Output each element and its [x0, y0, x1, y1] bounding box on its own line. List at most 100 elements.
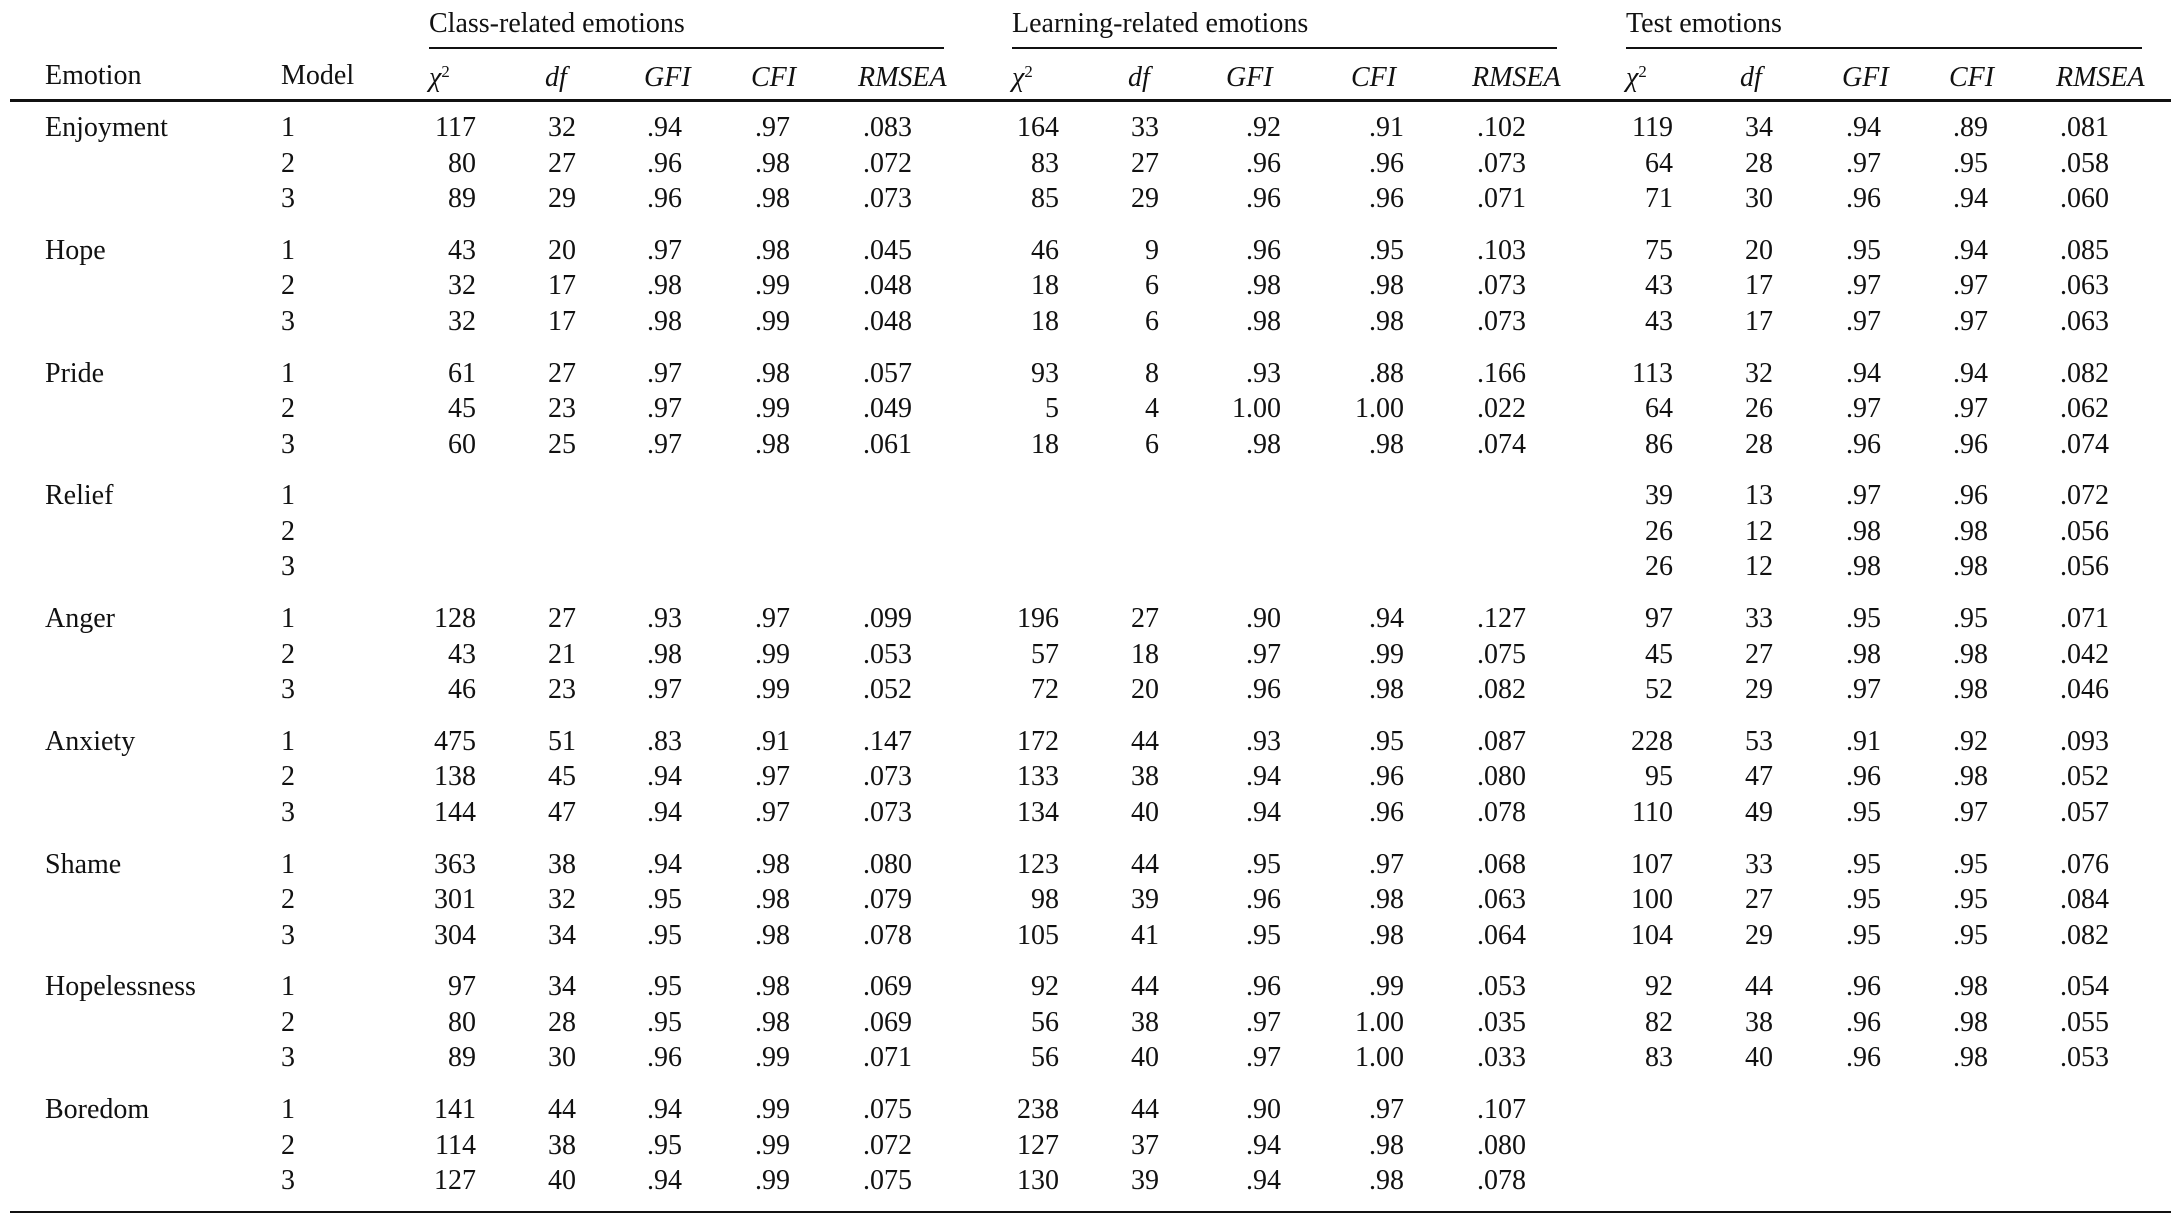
rmsea-value-learning: .107: [1477, 1094, 1526, 1125]
cfi-value-learning: .88: [1369, 357, 1404, 389]
gfi-value-learning: .94: [1246, 1165, 1281, 1196]
model-number: 1: [281, 480, 295, 512]
chi-square-value-learning: 92: [1031, 971, 1059, 1003]
df-value-test: 33: [1745, 848, 1773, 880]
chi-square-value-learning: 72: [1031, 674, 1059, 705]
df-value-class: 38: [548, 1129, 576, 1161]
rmsea-value-learning: .073: [1477, 270, 1526, 302]
df-value-class: 21: [548, 638, 576, 670]
chi-square-value-test: 83: [1645, 1042, 1673, 1074]
chi-square-value-class: 43: [448, 234, 476, 266]
gfi-value-class: .96: [647, 183, 682, 214]
chi-square-value-class: 89: [448, 1042, 476, 1074]
gfi-value-class: .94: [647, 112, 682, 143]
gfi-value-class: .83: [647, 725, 682, 757]
cfi-value-learning: .91: [1369, 112, 1404, 143]
model-number: 3: [281, 551, 295, 583]
rmsea-value-learning: .063: [1477, 884, 1526, 915]
cfi-value-learning: .96: [1369, 761, 1404, 793]
model-number: 1: [281, 971, 295, 1003]
cfi-value-test: .98: [1953, 1006, 1988, 1038]
rmsea-value-class: .053: [863, 638, 912, 670]
df-value-class: 47: [548, 796, 576, 828]
cfi-value-class: .91: [755, 725, 790, 757]
gfi-value-learning: .97: [1246, 1006, 1281, 1038]
df-value-class: 32: [548, 884, 576, 915]
df-value-learning: 29: [1131, 183, 1159, 214]
rmsea-value-class: .048: [863, 305, 912, 337]
chi-square-value-class: 32: [448, 270, 476, 302]
df-value-class: 44: [548, 1094, 576, 1125]
gfi-value-test: .97: [1846, 674, 1881, 705]
chi-square-value-learning: 57: [1031, 638, 1059, 670]
rmsea-value-class: .073: [863, 183, 912, 214]
cfi-value-learning: .99: [1369, 638, 1404, 670]
gfi-value-test: .97: [1846, 270, 1881, 302]
df-value-learning: 4: [1145, 393, 1159, 424]
chi-square-value-class: 89: [448, 183, 476, 214]
column-header-chi-square-learning: χ2: [1012, 61, 1033, 93]
chi-square-value-learning: 98: [1031, 884, 1059, 915]
column-header-df-learning: df: [1128, 62, 1150, 93]
gfi-value-learning: .95: [1246, 919, 1281, 951]
rmsea-value-test: .072: [2060, 480, 2109, 512]
emotion-label: Anger: [45, 603, 115, 634]
cfi-value-test: .95: [1953, 919, 1988, 951]
gfi-value-test: .96: [1846, 428, 1881, 460]
chi-square-value-test: 75: [1645, 234, 1673, 266]
df-value-class: 32: [548, 112, 576, 143]
df-value-test: 53: [1745, 725, 1773, 757]
rmsea-value-learning: .080: [1477, 1129, 1526, 1161]
model-number: 2: [281, 638, 295, 670]
rmsea-value-learning: .053: [1477, 971, 1526, 1003]
df-value-class: 23: [548, 393, 576, 424]
chi-square-value-test: 113: [1632, 357, 1673, 389]
model-number: 1: [281, 112, 295, 143]
df-value-learning: 6: [1145, 270, 1159, 302]
rmsea-value-class: .075: [863, 1094, 912, 1125]
cfi-value-class: .98: [755, 428, 790, 460]
chi-square-value-class: 45: [448, 393, 476, 424]
group-header-class: Class-related emotions: [429, 8, 685, 39]
gfi-value-class: .95: [647, 1006, 682, 1038]
chi-square-value-test: 97: [1645, 603, 1673, 634]
df-value-learning: 44: [1131, 848, 1159, 880]
gfi-value-test: .94: [1846, 357, 1881, 389]
cfi-value-class: .99: [755, 305, 790, 337]
rmsea-value-learning: .073: [1477, 305, 1526, 337]
gfi-value-learning: .94: [1246, 796, 1281, 828]
column-header-chi-square-test: χ2: [1626, 61, 1647, 93]
chi-square-value-learning: 172: [1017, 725, 1059, 757]
gfi-value-test: .97: [1846, 305, 1881, 337]
df-value-test: 34: [1745, 112, 1773, 143]
gfi-value-learning: .95: [1246, 848, 1281, 880]
df-value-test: 12: [1745, 551, 1773, 583]
chi-square-value-learning: 238: [1017, 1094, 1059, 1125]
chi-square-value-learning: 164: [1017, 112, 1059, 143]
rmsea-value-class: .061: [863, 428, 912, 460]
rmsea-value-learning: .102: [1477, 112, 1526, 143]
chi-square-value-test: 104: [1631, 919, 1673, 951]
cfi-value-learning: .94: [1369, 603, 1404, 634]
gfi-value-class: .98: [647, 305, 682, 337]
rmsea-value-class: .083: [863, 112, 912, 143]
cfi-value-learning: .97: [1369, 848, 1404, 880]
rmsea-value-test: .056: [2060, 515, 2109, 547]
gfi-value-class: .95: [647, 884, 682, 915]
df-value-test: 27: [1745, 884, 1773, 915]
df-value-learning: 38: [1131, 1006, 1159, 1038]
df-value-class: 40: [548, 1165, 576, 1196]
rmsea-value-test: .054: [2060, 971, 2109, 1003]
rmsea-value-class: .069: [863, 971, 912, 1003]
df-value-test: 29: [1745, 919, 1773, 951]
df-value-learning: 38: [1131, 761, 1159, 793]
df-value-learning: 37: [1131, 1129, 1159, 1161]
gfi-value-class: .97: [647, 234, 682, 266]
rmsea-value-learning: .082: [1477, 674, 1526, 705]
rmsea-value-test: .057: [2060, 796, 2109, 828]
df-value-learning: 41: [1131, 919, 1159, 951]
model-number: 1: [281, 357, 295, 389]
df-value-test: 12: [1745, 515, 1773, 547]
df-value-class: 25: [548, 428, 576, 460]
model-number: 1: [281, 848, 295, 880]
